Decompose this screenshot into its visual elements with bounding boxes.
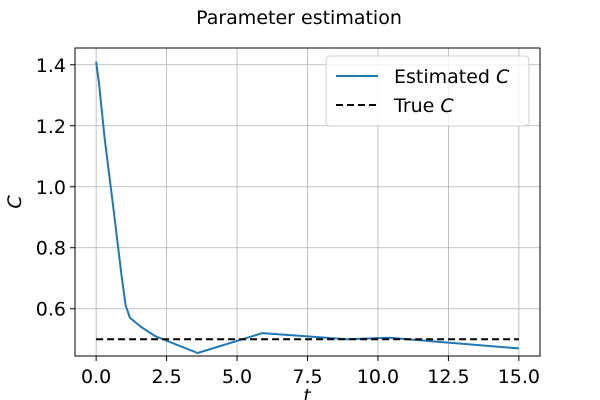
y-tick-label: 0.8	[36, 238, 66, 260]
legend-label-estimated: Estimated C	[394, 66, 510, 88]
legend: Estimated C True C	[325, 55, 530, 127]
x-tick-label: 12.5	[427, 366, 469, 388]
y-tick-label: 1.4	[36, 55, 66, 77]
ticks: 0.0 2.5 5.0 7.5 10.0 12.5 15.0 0.6 0.8 1.0 1.2 1.4	[36, 55, 540, 388]
series-layer	[95, 61, 519, 354]
x-tick-label: 2.5	[151, 366, 181, 388]
series-line-estimated	[95, 61, 519, 354]
chart-title: Parameter estimation	[196, 7, 402, 29]
x-tick-label: 7.5	[292, 366, 322, 388]
y-tick-label: 1.2	[36, 116, 66, 138]
x-tick-label: 0.0	[81, 366, 111, 388]
x-tick-label: 5.0	[222, 366, 252, 388]
x-axis-label: t	[303, 385, 312, 400]
y-axis-label: C	[4, 195, 26, 209]
x-tick-label: 15.0	[498, 366, 540, 388]
legend-label-true: True C	[393, 95, 454, 117]
legend-box	[325, 55, 530, 127]
x-tick-label: 10.0	[357, 366, 399, 388]
y-tick-label: 1.0	[36, 177, 66, 199]
y-tick-label: 0.6	[36, 299, 66, 321]
